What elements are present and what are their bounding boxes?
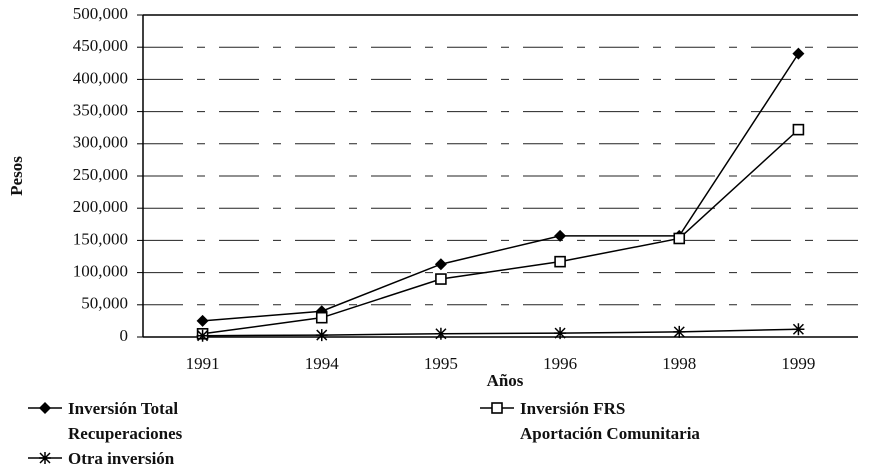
y-tick-label: 300,000: [73, 133, 128, 152]
series-line: [202, 53, 800, 322]
marker: [434, 327, 447, 340]
marker: [491, 402, 503, 414]
marker: [196, 314, 209, 327]
series-line: [202, 129, 799, 335]
x-tick-label: 1995: [424, 354, 458, 373]
marker: [673, 232, 686, 245]
series-line: [202, 328, 799, 337]
x-tick-label: 1999: [781, 354, 815, 373]
marker: [792, 323, 805, 336]
legend-item: Inversión FRS Aportación Comunitaria: [480, 396, 700, 446]
y-tick-label: 250,000: [73, 165, 128, 184]
marker: [315, 311, 328, 324]
y-tick-label: 450,000: [73, 36, 128, 55]
y-tick-label: 200,000: [73, 197, 128, 216]
legend-label: Otra inversión: [68, 449, 175, 468]
y-tick-label: 500,000: [73, 4, 128, 23]
marker: [554, 327, 567, 340]
legend-marker: [28, 402, 62, 414]
marker: [196, 329, 209, 342]
marker: [315, 329, 328, 342]
legend-label: Inversión Total Recuperaciones: [68, 399, 183, 443]
marker: [554, 229, 567, 242]
y-tick-label: 400,000: [73, 68, 128, 87]
y-tick-label: 100,000: [73, 262, 128, 281]
y-tick-label: 0: [120, 326, 129, 345]
marker: [39, 402, 51, 414]
y-axis-label: Pesos: [7, 156, 26, 196]
marker: [673, 325, 686, 338]
marker: [435, 273, 447, 285]
marker: [434, 258, 447, 271]
legend-marker: [480, 402, 514, 414]
x-axis-label: Años: [487, 371, 524, 390]
x-tick-label: 1994: [305, 354, 340, 373]
legend-item: Inversión Total Recuperaciones: [28, 396, 182, 446]
x-tick-label: 1996: [543, 354, 577, 373]
legend-label: Inversión FRS Aportación Comunitaria: [520, 399, 700, 443]
x-tick-label: 1991: [186, 354, 220, 373]
y-tick-label: 350,000: [73, 101, 128, 120]
marker: [792, 123, 805, 136]
legend-item: Otra inversión: [28, 446, 174, 471]
x-tick-label: 1998: [662, 354, 696, 373]
y-tick-label: 50,000: [81, 294, 128, 313]
chart: Años Pesos 0 50,000 100,000 150,000 200,000 2…: [7, 4, 858, 390]
marker: [554, 255, 566, 268]
marker: [792, 47, 805, 60]
legend-marker: [28, 452, 62, 464]
marker: [39, 452, 51, 464]
y-tick-label: 150,000: [73, 229, 128, 248]
